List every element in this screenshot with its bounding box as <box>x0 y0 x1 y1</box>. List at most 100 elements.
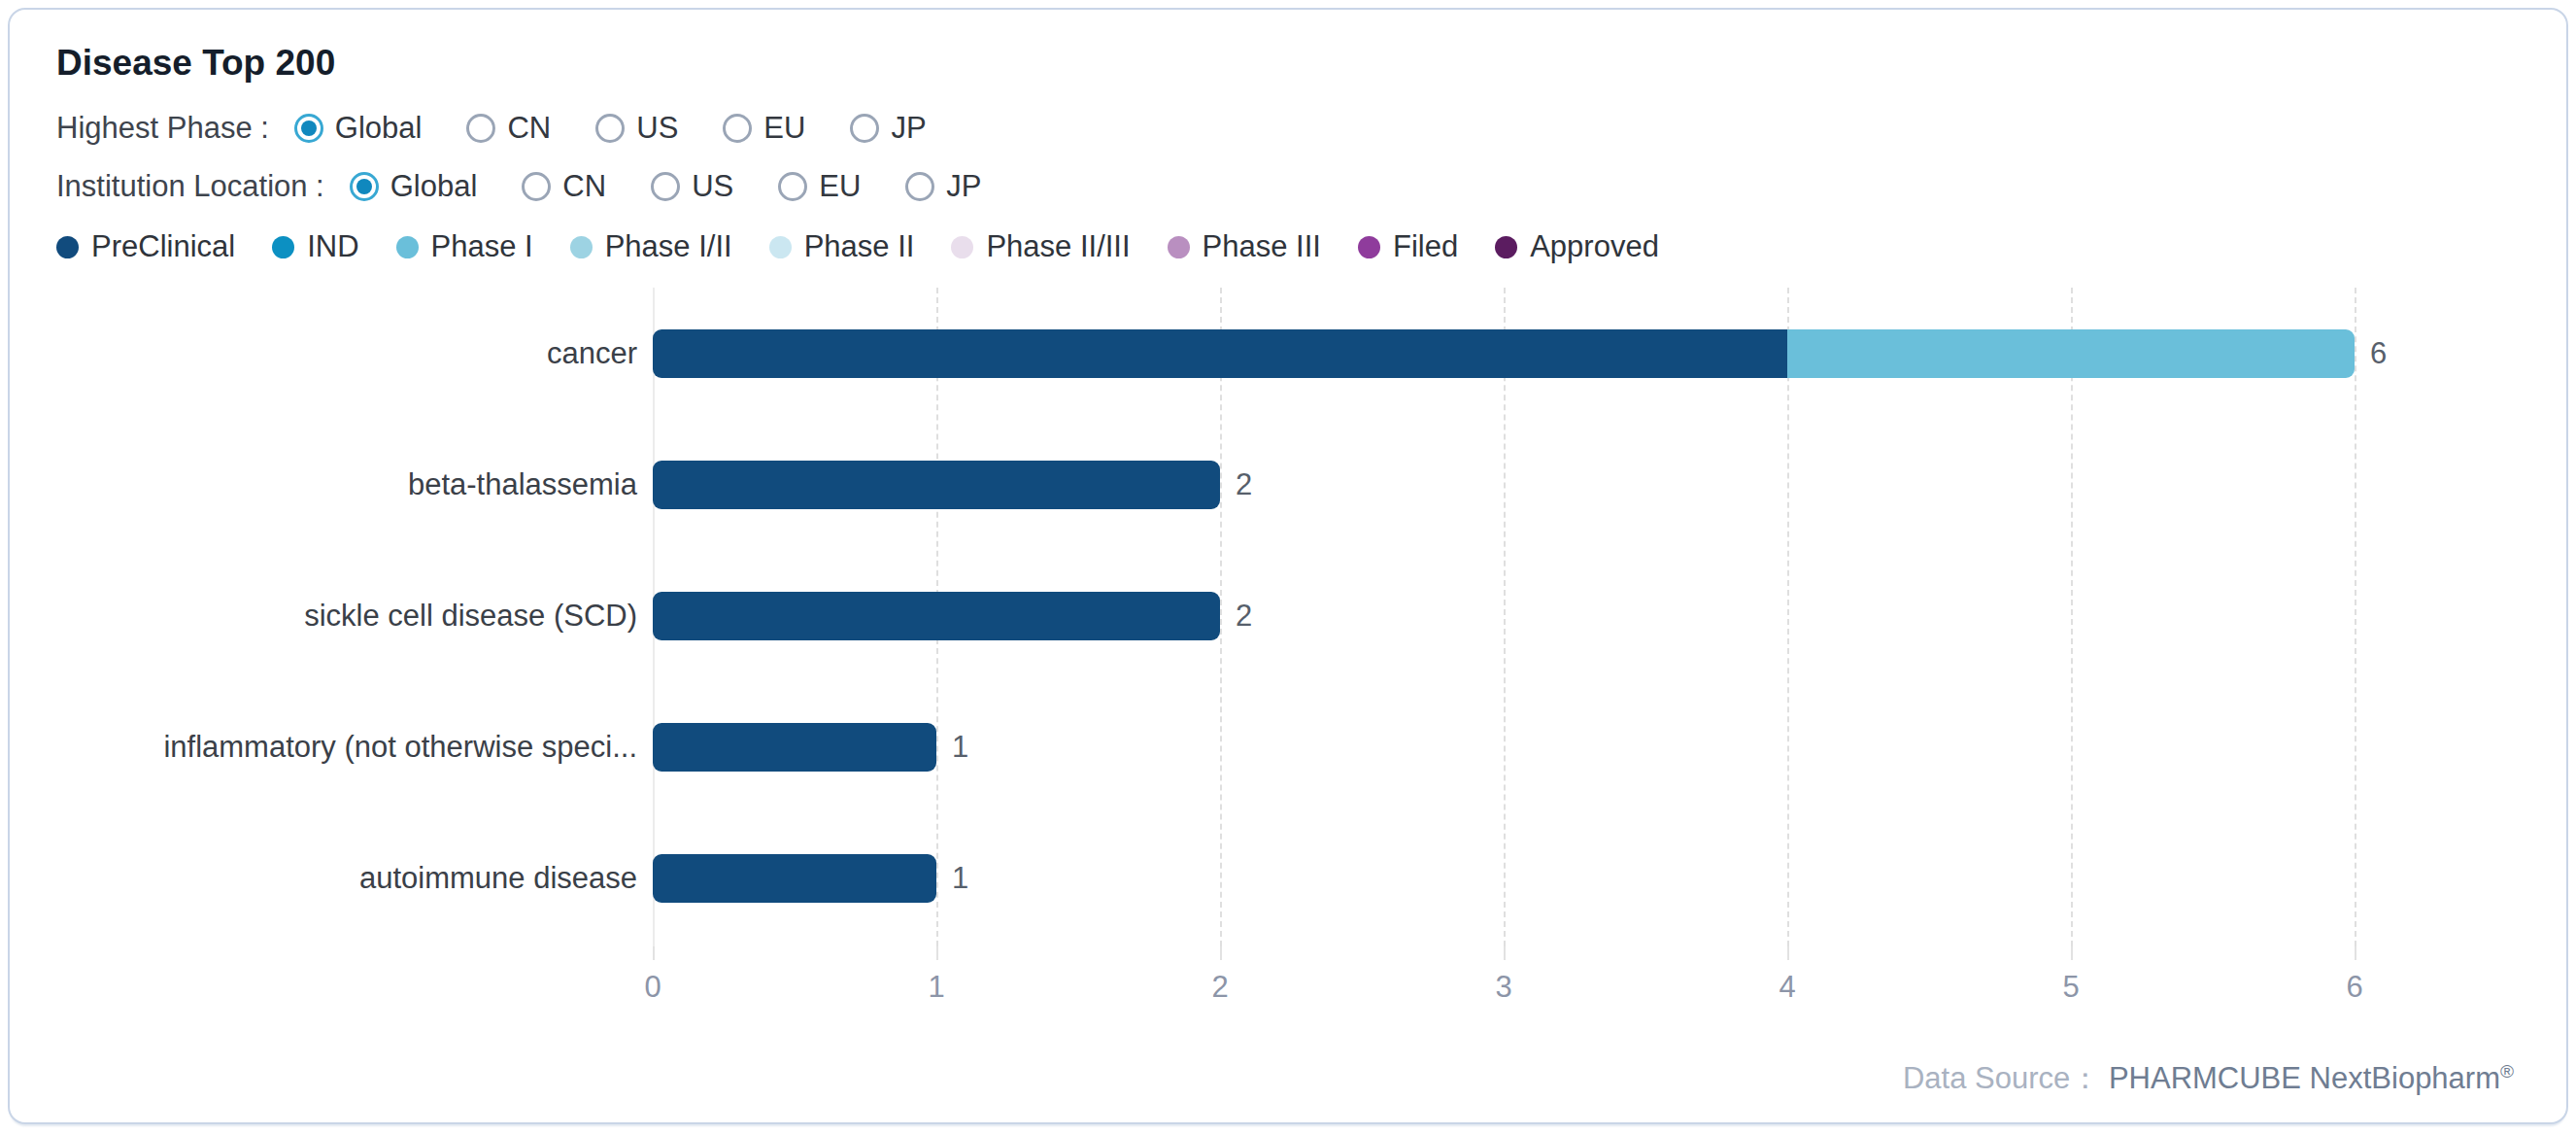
legend-dot-icon <box>951 236 973 258</box>
radio-label: JP <box>891 111 926 146</box>
bar <box>653 461 1220 509</box>
radio-institution-location-jp[interactable]: JP <box>905 169 981 204</box>
radio-circle-icon <box>466 114 495 143</box>
radio-label: Global <box>390 169 478 204</box>
radio-label: JP <box>946 169 981 204</box>
bar <box>653 723 936 772</box>
radio-circle-icon <box>778 172 807 201</box>
legend-dot-icon <box>1168 236 1190 258</box>
legend-item-phase-iii[interactable]: Phase III <box>1168 229 1321 264</box>
institution-location-radio-group: Global CN US EU JP <box>350 169 982 204</box>
x-axis-label-0: 0 <box>644 970 661 1005</box>
radio-circle-icon <box>651 172 680 201</box>
bar <box>653 329 2355 378</box>
bar-segment-phase-i <box>1787 329 2355 378</box>
chart-row: autoimmune disease 1 <box>56 812 2520 944</box>
radio-institution-location-eu[interactable]: EU <box>778 169 861 204</box>
data-source-value: PHARMCUBE NextBiopharm <box>2109 1061 2500 1095</box>
bar-segment-preclinical <box>653 854 936 903</box>
chart-row: cancer 6 <box>56 288 2520 419</box>
bar <box>653 854 936 903</box>
radio-circle-icon <box>723 114 752 143</box>
legend-dot-icon <box>56 236 79 258</box>
radio-institution-location-us[interactable]: US <box>651 169 733 204</box>
bar-value-label: 1 <box>952 861 968 896</box>
radio-highest-phase-eu[interactable]: EU <box>723 111 805 146</box>
institution-location-label: Institution Location : <box>56 169 324 204</box>
x-axis-label-6: 6 <box>2346 970 2362 1005</box>
category-label: inflammatory (not otherwise speci... <box>56 730 637 765</box>
chart-row: sickle cell disease (SCD) 2 <box>56 550 2520 681</box>
registered-trademark-icon: ® <box>2500 1061 2514 1082</box>
legend-label: IND <box>307 229 358 264</box>
highest-phase-radio-group: Global CN US EU JP <box>294 111 927 146</box>
axis-tick-0 <box>653 946 655 960</box>
x-axis-label-5: 5 <box>2062 970 2079 1005</box>
radio-circle-icon <box>595 114 625 143</box>
legend-item-phase-i[interactable]: Phase I <box>396 229 533 264</box>
data-source: Data Source： PHARMCUBE NextBiopharm® <box>1903 1058 2514 1099</box>
highest-phase-label: Highest Phase : <box>56 111 269 146</box>
highest-phase-row: Highest Phase : Global CN US EU JP <box>56 111 2520 146</box>
radio-highest-phase-jp[interactable]: JP <box>850 111 926 146</box>
disease-top200-card: Disease Top 200 Highest Phase : Global CN… <box>8 8 2568 1124</box>
legend-label: Approved <box>1530 229 1659 264</box>
bar-segment-preclinical <box>653 723 936 772</box>
bar-value-label: 2 <box>1236 599 1252 634</box>
x-axis-label-2: 2 <box>1211 970 1228 1005</box>
radio-label: CN <box>507 111 551 146</box>
data-source-label: Data Source： <box>1903 1061 2100 1095</box>
x-axis-label-4: 4 <box>1779 970 1795 1005</box>
chart-row: inflammatory (not otherwise speci... 1 <box>56 681 2520 812</box>
legend-dot-icon <box>570 236 593 258</box>
legend-dot-icon <box>1358 236 1380 258</box>
legend-dot-icon <box>1495 236 1517 258</box>
bar-chart: 0123456 cancer6beta-thalassemia2sickle c… <box>56 288 2520 1038</box>
radio-highest-phase-cn[interactable]: CN <box>466 111 551 146</box>
radio-circle-icon <box>522 172 551 201</box>
legend-dot-icon <box>272 236 294 258</box>
radio-label: CN <box>562 169 606 204</box>
axis-tick-1 <box>936 946 938 960</box>
legend-label: Phase II/III <box>986 229 1130 264</box>
radio-label: Global <box>335 111 423 146</box>
legend-label: Phase I/II <box>605 229 732 264</box>
legend-label: Filed <box>1393 229 1458 264</box>
category-label: sickle cell disease (SCD) <box>56 599 637 634</box>
radio-highest-phase-global[interactable]: Global <box>294 111 423 146</box>
radio-institution-location-cn[interactable]: CN <box>522 169 606 204</box>
chart-rows: cancer6beta-thalassemia2sickle cell dise… <box>56 288 2520 944</box>
bar-segment-preclinical <box>653 329 1787 378</box>
legend-item-preclinical[interactable]: PreClinical <box>56 229 235 264</box>
axis-tick-3 <box>1504 946 1506 960</box>
legend-item-phase-ii[interactable]: Phase II <box>769 229 915 264</box>
bar-segment-preclinical <box>653 461 1220 509</box>
bar-value-label: 6 <box>2370 336 2387 371</box>
legend-label: Phase II <box>804 229 915 264</box>
radio-label: EU <box>819 169 861 204</box>
axis-tick-4 <box>1787 946 1789 960</box>
radio-label: EU <box>763 111 805 146</box>
chart-row: beta-thalassemia2 <box>56 419 2520 550</box>
legend-item-phase-i-ii[interactable]: Phase I/II <box>570 229 732 264</box>
legend-item-approved[interactable]: Approved <box>1495 229 1659 264</box>
institution-location-row: Institution Location : Global CN US EU JP <box>56 169 2520 204</box>
category-label: cancer <box>56 336 637 371</box>
page-title: Disease Top 200 <box>56 43 2520 84</box>
legend-dot-icon <box>769 236 792 258</box>
axis-tick-5 <box>2071 946 2073 960</box>
axis-tick-6 <box>2355 946 2356 960</box>
legend-label: PreClinical <box>91 229 235 264</box>
radio-institution-location-global[interactable]: Global <box>350 169 478 204</box>
phase-legend: PreClinical IND Phase I Phase I/II Phase II P… <box>56 229 2520 264</box>
bar-value-label: 1 <box>952 730 968 765</box>
legend-item-ind[interactable]: IND <box>272 229 358 264</box>
bar-value-label: 2 <box>1236 467 1252 502</box>
radio-circle-icon <box>350 172 379 201</box>
radio-highest-phase-us[interactable]: US <box>595 111 678 146</box>
category-label: autoimmune disease <box>56 861 637 896</box>
legend-item-phase-ii-iii[interactable]: Phase II/III <box>951 229 1130 264</box>
x-axis-label-1: 1 <box>928 970 944 1005</box>
radio-label: US <box>692 169 733 204</box>
legend-item-filed[interactable]: Filed <box>1358 229 1458 264</box>
